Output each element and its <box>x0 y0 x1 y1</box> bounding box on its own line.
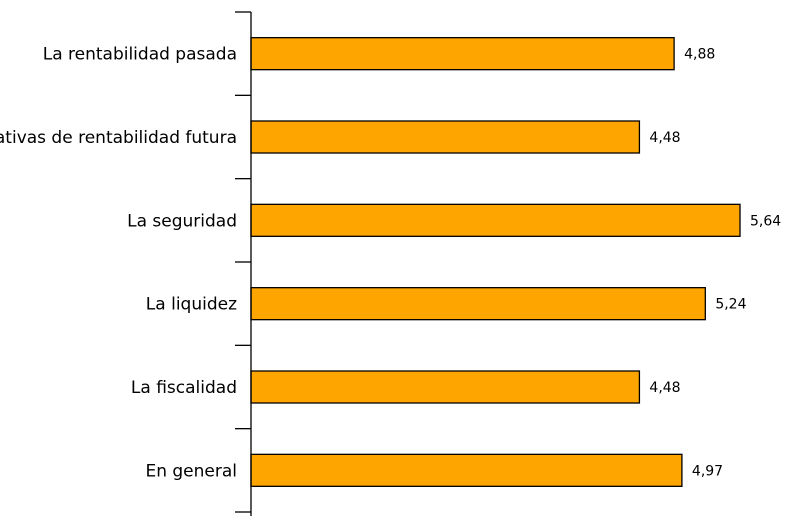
category-label-3: La seguridad <box>127 211 237 231</box>
category-label-4: La liquidez <box>146 295 237 315</box>
value-label-6: 4,97 <box>692 463 723 479</box>
bar-4 <box>250 287 706 321</box>
bar-1 <box>250 37 675 71</box>
value-label-5: 4,48 <box>649 380 680 396</box>
bar-6 <box>250 453 683 487</box>
labels-layer: 4,88 La rentabilidad pasada 4,48 Expectativ… <box>0 45 781 482</box>
value-label-2: 4,48 <box>649 130 680 146</box>
axis-layer <box>235 11 252 516</box>
category-label-1: La rentabilidad pasada <box>43 45 237 65</box>
bar-5 <box>250 370 641 404</box>
category-label-5: La fiscalidad <box>131 378 237 398</box>
value-label-4: 5,24 <box>715 297 746 313</box>
value-label-3: 5,64 <box>750 213 781 229</box>
bar-3 <box>250 203 741 237</box>
bars-layer <box>250 37 741 487</box>
category-label-2: Expectativas de rentabilidad futura <box>0 128 237 148</box>
value-label-1: 4,88 <box>684 47 715 63</box>
bar-2 <box>250 120 641 154</box>
category-label-6: En general <box>145 461 237 481</box>
